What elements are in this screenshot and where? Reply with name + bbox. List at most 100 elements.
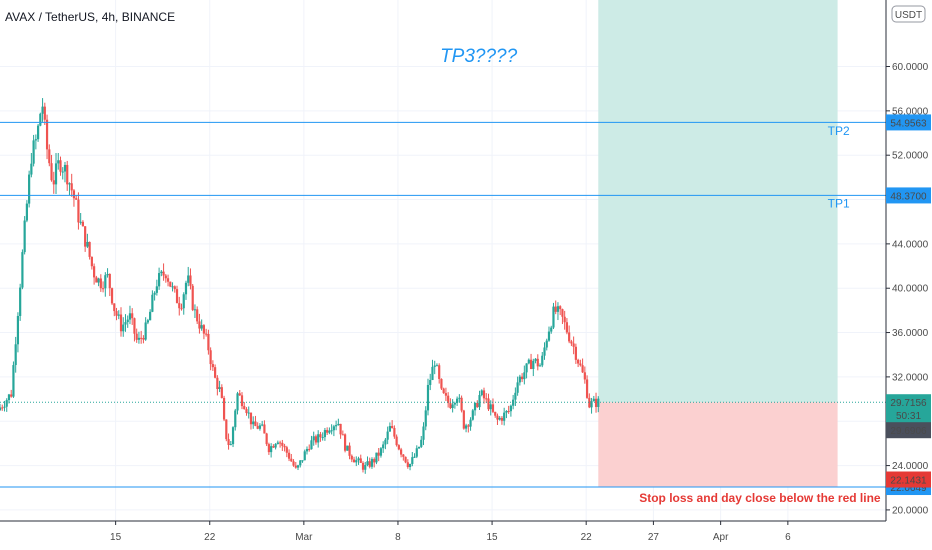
candle <box>592 395 595 402</box>
candle-body <box>554 306 557 312</box>
candle-body <box>144 322 147 340</box>
candle <box>402 454 405 461</box>
candle <box>579 359 582 367</box>
candle <box>570 339 573 347</box>
candle-body <box>258 425 262 429</box>
candle-body <box>438 365 441 379</box>
candle-body <box>552 306 555 328</box>
candle <box>312 431 315 446</box>
last-price-badge: 29.7156 50:31 <box>886 394 931 424</box>
candle <box>386 426 389 445</box>
candle <box>444 387 448 401</box>
candle-body <box>529 359 533 369</box>
candle-body <box>310 440 313 450</box>
level-badge-0-bg <box>886 114 931 131</box>
price-tick-label: 20.0000 <box>892 505 929 516</box>
candle-body <box>373 459 376 463</box>
long-position-tool[interactable] <box>598 0 838 488</box>
candle <box>209 347 212 371</box>
candle <box>140 330 143 344</box>
candle-body <box>541 355 544 366</box>
candle-body <box>384 439 387 445</box>
candle-body <box>220 387 223 398</box>
candle-body <box>50 163 53 181</box>
candle <box>97 277 100 287</box>
candle-body <box>63 164 67 172</box>
candle-body <box>84 226 87 247</box>
candle-body <box>12 365 15 397</box>
candle <box>301 460 304 463</box>
candle <box>88 241 91 260</box>
candle <box>142 335 145 344</box>
candle-body <box>95 277 98 283</box>
candle <box>276 440 279 445</box>
stop-zone[interactable] <box>598 402 838 488</box>
candle <box>594 392 598 413</box>
candle <box>458 394 461 403</box>
candle-body <box>19 287 22 316</box>
candle <box>485 393 488 404</box>
candle <box>149 309 152 321</box>
candle-body <box>25 203 28 221</box>
candle <box>104 272 107 297</box>
candle-body <box>196 309 199 322</box>
level-badge-1-bg <box>886 187 931 204</box>
candle-body <box>218 387 221 390</box>
candle-body <box>164 275 167 279</box>
candle-body <box>451 404 454 409</box>
candle-body <box>592 398 595 402</box>
symbol-legend[interactable]: AVAX / TetherUS, 4h, BINANCE <box>5 10 175 24</box>
candle <box>155 279 158 296</box>
candle <box>561 308 564 325</box>
candle-body <box>341 434 344 436</box>
candle <box>373 457 376 468</box>
reference-price-badge-text: 29.6906 <box>890 426 927 437</box>
candle <box>124 314 127 332</box>
candle-body <box>41 106 44 114</box>
candle <box>426 378 430 416</box>
candle <box>48 144 51 167</box>
candle-body <box>182 294 185 309</box>
price-tick-label: 36.0000 <box>892 328 929 339</box>
candle <box>39 112 42 127</box>
candle-body <box>140 337 143 339</box>
price-tick-label: 56.0000 <box>892 106 929 117</box>
target-zone[interactable] <box>598 0 838 403</box>
candle <box>245 407 248 416</box>
price-scale-badges: 54.9563 48.3700 22.0649 29.7156 50:31 29.6906… <box>886 114 931 496</box>
horizontal-levels[interactable] <box>0 121 886 488</box>
time-scale-background[interactable] <box>0 521 932 550</box>
candle-body <box>545 340 548 348</box>
candle-body <box>52 180 55 185</box>
candle-body <box>449 403 452 409</box>
candle-body <box>395 436 398 446</box>
candle-body <box>231 427 235 445</box>
candle <box>220 384 223 399</box>
candle <box>66 160 69 191</box>
candle-body <box>523 372 526 380</box>
candle <box>476 400 479 408</box>
candle <box>61 167 64 180</box>
candle <box>57 153 60 170</box>
candle <box>326 427 329 436</box>
candle <box>471 408 474 421</box>
currency-selector[interactable]: USDT <box>891 5 926 23</box>
candle-body <box>348 445 351 456</box>
candle <box>243 402 246 410</box>
candle <box>207 329 210 355</box>
candle <box>359 454 362 463</box>
candle <box>50 154 53 182</box>
candle-body <box>413 456 416 458</box>
candle <box>5 398 8 412</box>
candle <box>261 420 264 427</box>
price-scale-background[interactable] <box>886 0 932 521</box>
candle <box>290 454 293 462</box>
candle <box>435 363 439 367</box>
candle-body <box>590 401 593 408</box>
candle-body <box>178 303 181 309</box>
candle-body <box>570 341 573 344</box>
candle-body <box>142 338 145 340</box>
candle <box>429 373 432 391</box>
candle <box>84 226 87 252</box>
